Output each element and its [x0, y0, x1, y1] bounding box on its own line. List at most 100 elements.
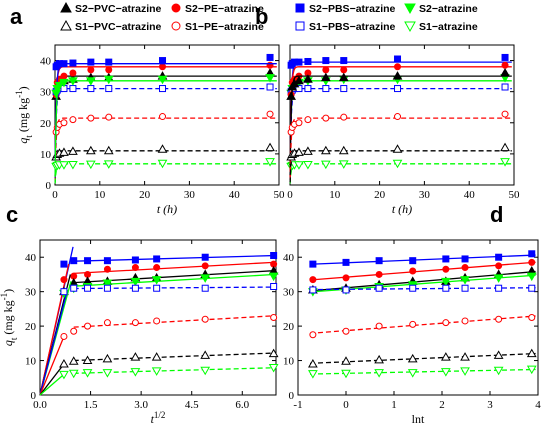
data-point	[87, 114, 95, 122]
fit-line	[73, 286, 274, 290]
data-point	[286, 91, 296, 100]
data-point	[340, 57, 348, 65]
data-point	[320, 72, 331, 82]
data-point	[105, 113, 113, 121]
data-point	[409, 320, 417, 328]
data-point	[394, 85, 402, 93]
data-point	[270, 314, 278, 321]
y-tick-label: 0	[289, 390, 295, 402]
data-point	[68, 369, 79, 379]
legend-marker	[60, 19, 72, 31]
data-point	[151, 276, 162, 285]
data-point	[60, 276, 68, 284]
data-point	[131, 256, 139, 264]
data-point	[409, 267, 417, 275]
y-tick-label: 10	[25, 356, 37, 368]
data-point	[200, 366, 211, 376]
legend-label: S1−atrazine	[419, 21, 478, 33]
data-point	[60, 288, 68, 296]
data-point	[501, 61, 509, 69]
data-point	[322, 66, 330, 74]
data-point	[342, 258, 350, 266]
data-point	[200, 274, 211, 283]
data-point	[340, 85, 348, 93]
x-tick-label: 50	[509, 189, 521, 201]
data-point	[59, 358, 69, 368]
data-point	[295, 58, 303, 66]
y-tick-label: 40	[25, 252, 37, 264]
data-point	[526, 272, 537, 282]
data-point	[495, 253, 503, 261]
data-point	[309, 286, 317, 294]
data-point	[442, 284, 450, 292]
data-point	[69, 59, 77, 67]
data-point	[528, 314, 536, 321]
data-point	[338, 160, 349, 169]
data-point	[294, 147, 304, 156]
data-point	[461, 317, 469, 325]
data-point	[493, 350, 504, 359]
data-point	[407, 353, 418, 363]
data-point	[153, 284, 161, 292]
initial-segment	[39, 263, 70, 396]
data-point	[394, 113, 402, 121]
plot-frame	[289, 44, 515, 186]
data-point	[70, 284, 78, 292]
data-point	[159, 113, 167, 121]
legend-marker	[404, 21, 416, 33]
data-point	[375, 284, 383, 292]
data-point	[460, 276, 470, 285]
fit-curve	[289, 117, 512, 180]
data-point	[159, 57, 167, 65]
data-point	[82, 355, 93, 365]
data-point	[294, 161, 304, 170]
legend-marker	[295, 21, 305, 31]
data-point	[322, 85, 330, 93]
x-tick-label: 0.0	[33, 399, 47, 411]
data-point	[82, 369, 93, 378]
panel-letter: c	[6, 202, 18, 227]
data-point	[309, 331, 317, 339]
data-point	[501, 83, 509, 91]
data-point	[157, 159, 168, 169]
fit-curve	[54, 117, 277, 180]
initial-segment	[39, 373, 65, 396]
data-point	[440, 368, 451, 377]
legend: S2−PVC−atrazine S2−PE−atrazine S1−PVC−atra…	[60, 1, 264, 33]
x-tick-label: 40	[464, 189, 476, 201]
legend-label: S1−PBS−atrazine	[309, 21, 396, 33]
x-tick-label: 1.5	[84, 399, 98, 411]
data-point	[500, 67, 510, 77]
data-point	[130, 368, 141, 377]
data-point	[201, 253, 209, 261]
data-point	[59, 370, 69, 380]
data-point	[60, 260, 68, 268]
plot-frame	[54, 44, 280, 186]
data-point	[392, 71, 403, 80]
data-point	[338, 145, 349, 155]
data-point	[151, 367, 162, 376]
x-tick-label: 10	[329, 189, 341, 201]
x-tick-label: 6.0	[235, 399, 249, 411]
x-tick-label: 4	[535, 399, 541, 411]
data-point	[341, 369, 351, 379]
data-point	[495, 284, 503, 292]
data-point	[338, 72, 349, 82]
x-axis-label: t1/2	[151, 410, 166, 426]
plot-frame	[297, 239, 539, 396]
data-point	[501, 53, 509, 61]
data-point	[320, 160, 331, 170]
data-point	[69, 116, 77, 124]
y-tick-label: 30	[25, 287, 37, 299]
panel-letter: a	[10, 4, 23, 29]
data-point	[157, 144, 168, 153]
data-point	[130, 277, 141, 287]
x-tick-label: 30	[419, 189, 431, 201]
data-point	[461, 255, 469, 263]
data-point	[153, 317, 161, 325]
data-point	[69, 69, 77, 77]
data-point	[375, 270, 383, 278]
fit-curve	[289, 163, 512, 184]
data-point	[60, 332, 68, 340]
